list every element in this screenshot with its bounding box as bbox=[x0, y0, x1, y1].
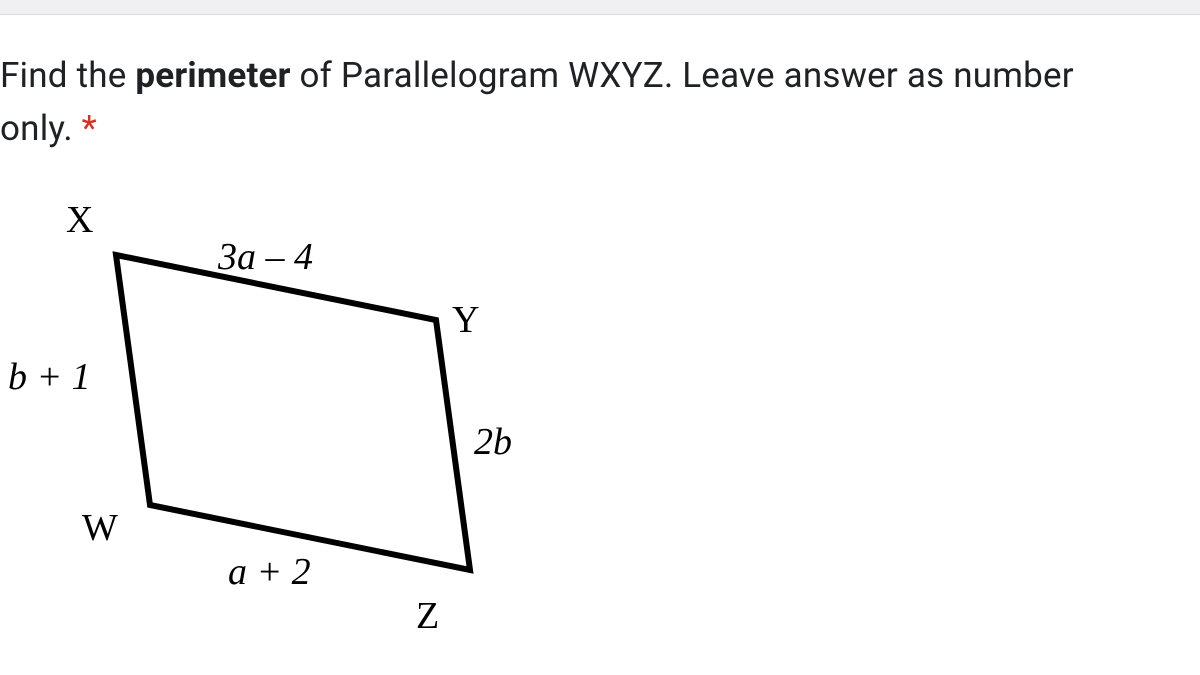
parallelogram-shape bbox=[116, 255, 470, 570]
question-post: of Parallelogram WXYZ. Leave answer as n… bbox=[291, 55, 1074, 96]
question-text: Find the perimeter of Parallelogram WXYZ… bbox=[0, 50, 1074, 155]
side-top-label: 3a – 4 bbox=[218, 235, 313, 279]
required-asterisk: * bbox=[82, 108, 97, 149]
side-bottom-label: a + 2 bbox=[228, 550, 311, 594]
header-bar bbox=[0, 0, 1200, 15]
side-left-label: b + 1 bbox=[8, 355, 91, 399]
vertex-x-label: X bbox=[66, 198, 93, 242]
question-pre: Find the bbox=[0, 55, 135, 96]
vertex-y-label: Y bbox=[452, 298, 479, 342]
question-only: only. bbox=[0, 108, 82, 149]
vertex-w-label: W bbox=[82, 506, 118, 550]
vertex-z-label: Z bbox=[416, 594, 439, 638]
parallelogram-figure: X Y W Z 3a – 4 b + 1 2b a + 2 bbox=[0, 190, 560, 660]
side-right-label: 2b bbox=[474, 420, 512, 464]
question-emphasis: perimeter bbox=[135, 55, 290, 96]
